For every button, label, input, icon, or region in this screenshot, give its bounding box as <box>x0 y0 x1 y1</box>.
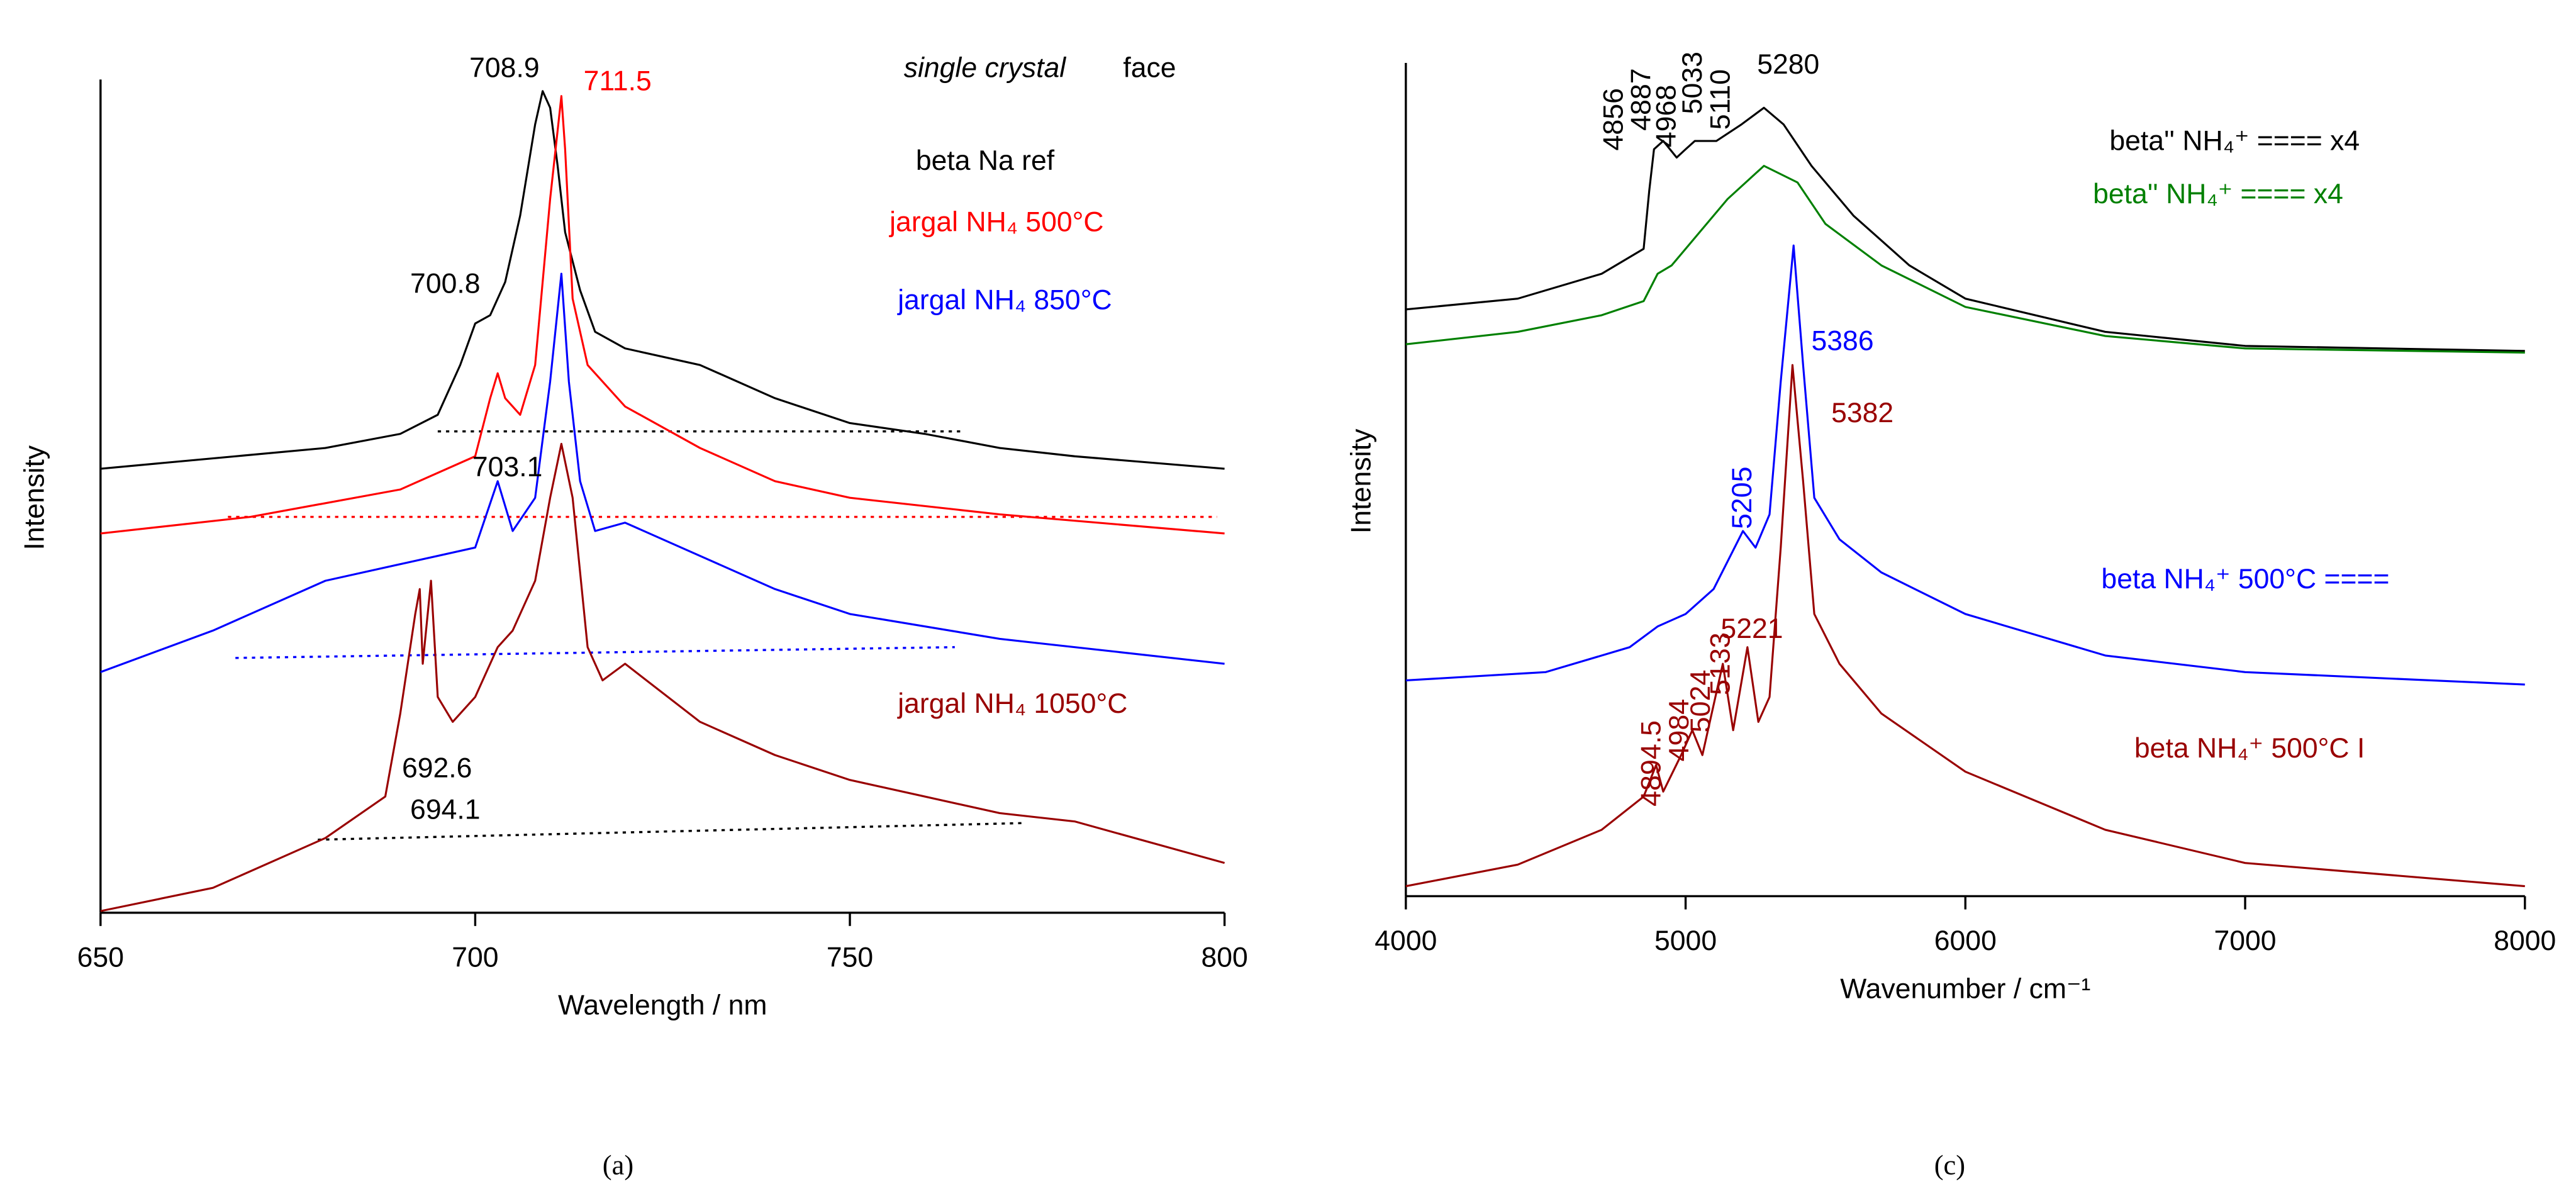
panel-label: (c) <box>1934 1149 1965 1180</box>
peak-label: 4887 <box>1626 68 1657 131</box>
baseline <box>235 646 955 659</box>
peak-label: 5024 <box>1685 670 1716 733</box>
x-tick-label: 700 <box>452 942 498 973</box>
peak-label: 5386 <box>1812 325 1874 356</box>
spectrum-line <box>1405 364 2525 888</box>
x-tick-label: 750 <box>827 942 873 973</box>
spectrum-line <box>100 442 1225 912</box>
y-axis-title: Intensity <box>20 445 50 550</box>
spectrum-line <box>100 95 1225 535</box>
peak-label: 5221 <box>1720 613 1783 644</box>
series-label: beta'' NH₄⁺ ==== x4 <box>2109 125 2360 156</box>
peak-label: 5133 <box>1705 632 1736 695</box>
peak-label: 708.9 <box>469 52 539 83</box>
spectrum-line <box>100 272 1225 673</box>
series-label: jargal NH₄ 500°C <box>888 207 1103 238</box>
peak-label: 4894.5 <box>1636 720 1667 807</box>
spectrum-line <box>1405 244 2525 686</box>
peak-label: 5205 <box>1727 466 1758 529</box>
peak-label: 4856 <box>1598 88 1629 151</box>
peak-label: single crystal <box>904 52 1066 83</box>
x-tick-label: 650 <box>77 942 124 973</box>
x-tick-label: 4000 <box>1374 925 1437 956</box>
peak-label: 700.8 <box>410 268 480 299</box>
peak-label: 4984 <box>1664 699 1695 762</box>
peak-label: 692.6 <box>402 753 472 784</box>
x-tick-label: 6000 <box>1934 925 1997 956</box>
peak-label: 5033 <box>1677 52 1708 115</box>
series-label: beta Na ref <box>916 145 1055 176</box>
peak-label: 694.1 <box>410 795 480 825</box>
x-tick-label: 8000 <box>2494 925 2556 956</box>
spectrum-line <box>100 90 1225 470</box>
peak-label: 711.5 <box>584 65 652 96</box>
series-label: beta NH₄⁺ 500°C ==== <box>2101 564 2389 595</box>
panel-label: (a) <box>603 1149 633 1180</box>
peak-label: 703.1 <box>472 452 542 483</box>
y-axis-title: Intensity <box>1346 428 1377 534</box>
peak-label: 5110 <box>1705 69 1736 130</box>
x-axis-title: Wavelength / nm <box>558 990 767 1021</box>
peak-label: 5382 <box>1831 398 1893 428</box>
peak-label: 4968 <box>1651 85 1681 148</box>
x-axis-title: Wavenumber / cm⁻¹ <box>1840 973 2090 1004</box>
series-label: beta NH₄⁺ 500°C I <box>2134 733 2365 764</box>
x-tick-label: 7000 <box>2214 925 2277 956</box>
spectrum-line <box>1405 165 2525 354</box>
peak-label: face <box>1123 52 1176 83</box>
baseline <box>318 822 1023 841</box>
x-tick-label: 800 <box>1201 942 1247 973</box>
series-label: beta'' NH₄⁺ ==== x4 <box>2093 179 2343 210</box>
series-label: jargal NH₄ 1050°C <box>896 688 1127 719</box>
series-label: jargal NH₄ 850°C <box>896 285 1112 316</box>
peak-label: 5280 <box>1757 49 1819 80</box>
x-tick-label: 5000 <box>1654 925 1717 956</box>
spectrum-line <box>1405 106 2525 352</box>
